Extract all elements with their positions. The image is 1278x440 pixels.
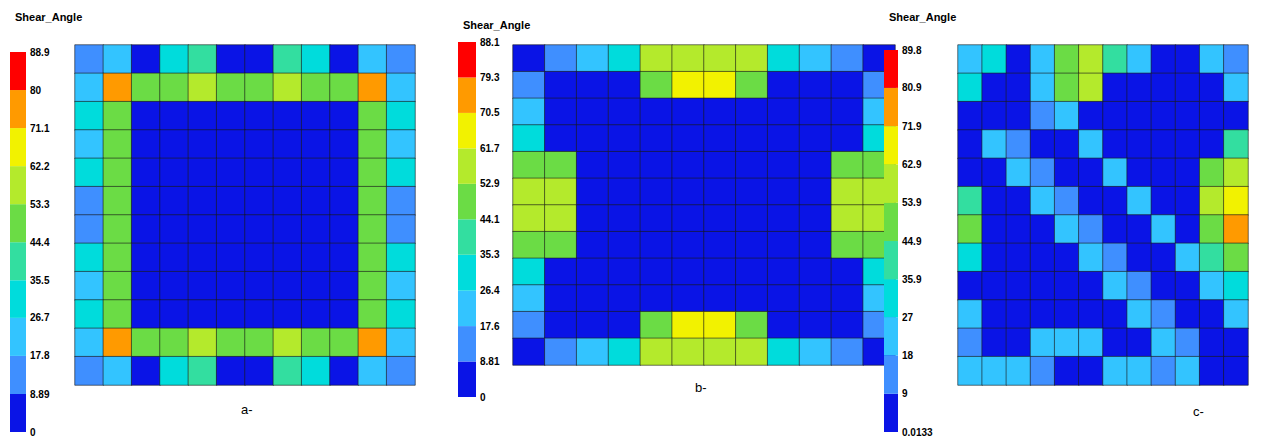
svg-text:26.4: 26.4 [480,285,500,296]
svg-text:0: 0 [30,427,36,438]
svg-text:a-: a- [241,402,253,417]
svg-text:88.1: 88.1 [480,37,500,48]
svg-text:b-: b- [695,380,707,395]
svg-text:79.3: 79.3 [480,72,500,83]
svg-text:Shear_Angle: Shear_Angle [463,19,530,31]
svg-text:17.6: 17.6 [480,321,500,332]
svg-text:8.89: 8.89 [30,389,50,400]
svg-text:26.7: 26.7 [30,312,50,323]
svg-text:0: 0 [480,392,486,403]
svg-text:53.9: 53.9 [902,197,922,208]
svg-text:44.4: 44.4 [30,237,50,248]
svg-text:71.9: 71.9 [902,121,922,132]
svg-text:80: 80 [30,85,42,96]
svg-text:61.7: 61.7 [480,143,500,154]
svg-text:53.3: 53.3 [30,199,50,210]
svg-text:44.1: 44.1 [480,214,500,225]
svg-text:62.2: 62.2 [30,161,50,172]
svg-text:9: 9 [902,388,908,399]
svg-text:35.5: 35.5 [30,275,50,286]
svg-text:62.9: 62.9 [902,159,922,170]
svg-text:80.9: 80.9 [902,82,922,93]
svg-text:Shear_Angle: Shear_Angle [15,11,82,23]
svg-text:17.8: 17.8 [30,350,50,361]
svg-text:27: 27 [902,312,914,323]
svg-text:35.9: 35.9 [902,274,922,285]
svg-text:8.81: 8.81 [480,356,500,367]
svg-text:0.0133: 0.0133 [902,427,933,438]
svg-text:52.9: 52.9 [480,178,500,189]
svg-text:35.3: 35.3 [480,249,500,260]
svg-text:Shear_Angle: Shear_Angle [889,11,956,23]
svg-text:c-: c- [1193,404,1204,419]
svg-text:18: 18 [902,350,914,361]
svg-text:70.5: 70.5 [480,107,500,118]
svg-text:89.8: 89.8 [902,45,922,56]
svg-text:71.1: 71.1 [30,123,50,134]
svg-text:88.9: 88.9 [30,47,50,58]
svg-text:44.9: 44.9 [902,236,922,247]
